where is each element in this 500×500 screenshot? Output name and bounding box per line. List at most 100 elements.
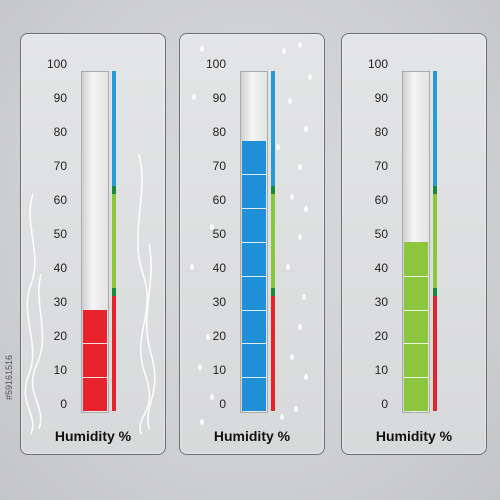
stock-id-watermark: #59161516 xyxy=(4,354,14,400)
scale-tick-label: 80 xyxy=(374,125,388,139)
scale-tick-label: 40 xyxy=(53,261,67,275)
scale-tick-label: 50 xyxy=(212,227,226,241)
scale-tick-label: 70 xyxy=(212,159,226,173)
scale-tick-label: 100 xyxy=(46,57,67,71)
water-drop-decoration xyxy=(288,98,292,104)
water-drop-decoration xyxy=(304,126,308,132)
water-drop-decoration xyxy=(198,364,202,370)
scale-tick-label: 50 xyxy=(53,227,67,241)
gauge-title-label: Humidity % xyxy=(54,428,132,444)
water-drop-decoration xyxy=(282,48,286,54)
scale-tick-label: 60 xyxy=(212,193,226,207)
range-threshold-marker xyxy=(433,288,437,296)
scale-tick-label: 0 xyxy=(219,397,226,411)
water-drop-decoration xyxy=(298,234,302,240)
water-drop-decoration xyxy=(192,94,196,100)
fill-segment-line xyxy=(242,174,266,176)
scale-tick-label: 70 xyxy=(374,159,388,173)
fill-segment-line xyxy=(404,377,428,379)
fill-segment-line xyxy=(404,275,428,277)
fill-segment-line xyxy=(83,377,107,379)
gauge-title-label: Humidity % xyxy=(375,428,453,444)
water-drop-decoration xyxy=(280,414,284,420)
scale-tick-label: 40 xyxy=(212,261,226,275)
fill-segment-line xyxy=(242,343,266,345)
scale-tick-label: 60 xyxy=(374,193,388,207)
scale-tick-label: 0 xyxy=(60,397,67,411)
range-bar-low xyxy=(271,292,275,411)
scale-tick-label: 30 xyxy=(53,295,67,309)
water-drop-decoration xyxy=(304,206,308,212)
range-threshold-marker xyxy=(112,186,116,194)
range-bar-high xyxy=(433,71,437,190)
scale-tick-label: 50 xyxy=(374,227,388,241)
water-drop-decoration xyxy=(206,334,210,340)
range-bar-low xyxy=(433,292,437,411)
fill-segment-line xyxy=(404,343,428,345)
scale-tick-label: 10 xyxy=(374,363,388,377)
water-drop-decoration xyxy=(200,419,204,425)
fill-segment-line xyxy=(242,377,266,379)
water-drop-decoration xyxy=(220,64,224,70)
scale-tick-label: 100 xyxy=(205,57,226,71)
fill-segment-line xyxy=(242,309,266,311)
scale-tick-label: 30 xyxy=(374,295,388,309)
scale-tick-label: 20 xyxy=(212,329,226,343)
humidity-level-fill xyxy=(242,140,266,411)
scale-tick-label: 20 xyxy=(374,329,388,343)
gauge-tube xyxy=(81,71,109,413)
water-drop-decoration xyxy=(304,374,308,380)
range-bar-optimal xyxy=(433,190,437,292)
scale-tick-label: 0 xyxy=(381,397,388,411)
fill-segment-line xyxy=(83,343,107,345)
scale-tick-label: 90 xyxy=(374,91,388,105)
water-drop-decoration xyxy=(290,354,294,360)
water-drop-decoration xyxy=(210,394,214,400)
scale-tick-label: 40 xyxy=(374,261,388,275)
water-drop-decoration xyxy=(308,74,312,80)
range-threshold-marker xyxy=(433,186,437,194)
gauge-title-label: Humidity % xyxy=(213,428,291,444)
scale-tick-label: 30 xyxy=(212,295,226,309)
water-drop-decoration xyxy=(298,42,302,48)
humidity-gauge-panel: 100 90 80 70 60 50 40 30 20 10 0 Humidity % xyxy=(20,33,166,455)
water-drop-decoration xyxy=(298,324,302,330)
range-bar-low xyxy=(112,292,116,411)
scale-tick-label: 100 xyxy=(367,57,388,71)
humidity-level-fill xyxy=(83,309,107,411)
range-bar-high xyxy=(271,71,275,190)
fill-segment-line xyxy=(242,275,266,277)
water-drop-decoration xyxy=(190,264,194,270)
range-threshold-marker xyxy=(112,288,116,296)
heat-wave-decoration xyxy=(24,153,156,435)
fill-segment-line xyxy=(404,309,428,311)
scale-tick-label: 90 xyxy=(53,91,67,105)
humidity-level-fill xyxy=(404,242,428,411)
water-drop-decoration xyxy=(294,406,298,412)
water-drop-decoration xyxy=(290,194,294,200)
water-drop-decoration xyxy=(276,144,280,150)
scale-tick-label: 60 xyxy=(53,193,67,207)
range-threshold-marker xyxy=(271,288,275,296)
range-bar-high xyxy=(112,71,116,190)
fill-segment-line xyxy=(242,208,266,210)
gauge-tube xyxy=(240,71,268,413)
range-bar-optimal xyxy=(112,190,116,292)
humidity-gauge-panel: 100 90 80 70 60 50 40 30 20 10 0 Humidity % xyxy=(341,33,487,455)
scale-tick-label: 70 xyxy=(53,159,67,173)
range-threshold-marker xyxy=(271,186,275,194)
fill-segment-line xyxy=(242,242,266,243)
range-bar-optimal xyxy=(271,190,275,292)
scale-tick-label: 20 xyxy=(53,329,67,343)
water-drop-decoration xyxy=(298,164,302,170)
scale-tick-label: 10 xyxy=(212,363,226,377)
water-drop-decoration xyxy=(210,224,214,230)
scale-tick-label: 10 xyxy=(53,363,67,377)
humidity-gauge-panel: 100 90 80 70 60 50 40 30 20 10 0 Humidity % xyxy=(179,33,325,455)
scale-tick-label: 90 xyxy=(212,91,226,105)
scale-tick-label: 80 xyxy=(212,125,226,139)
water-drop-decoration xyxy=(200,46,204,52)
gauge-tube xyxy=(402,71,430,413)
water-drop-decoration xyxy=(286,264,290,270)
scale-tick-label: 80 xyxy=(53,125,67,139)
